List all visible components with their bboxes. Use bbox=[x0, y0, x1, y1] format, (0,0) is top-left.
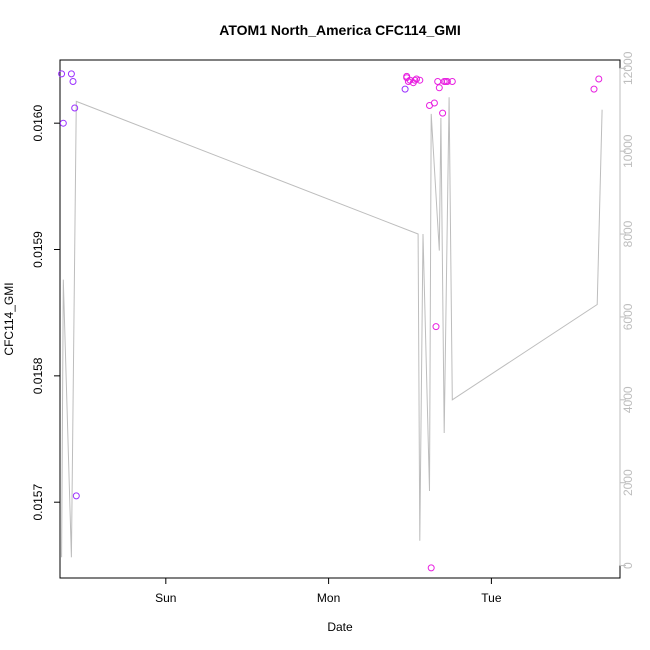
y2-tick-label: 0 bbox=[621, 562, 635, 569]
data-point bbox=[443, 78, 451, 85]
y2-tick-label: 2000 bbox=[621, 469, 635, 496]
chart-title: ATOM1 North_America CFC114_GMI bbox=[219, 22, 460, 38]
data-point bbox=[58, 70, 66, 78]
y2-tick-label: 6000 bbox=[621, 303, 635, 330]
y-axis: 0.0157 0.0158 0.0159 0.0160 bbox=[31, 105, 60, 521]
x-axis: Sun Mon Tue bbox=[155, 578, 502, 605]
y2-axis-right: 0 2000 4000 6000 8000 10000 12000 bbox=[619, 51, 635, 569]
data-point bbox=[427, 564, 435, 572]
x-tick-label: Tue bbox=[481, 591, 502, 605]
data-point bbox=[590, 85, 598, 93]
x-axis-label: Date bbox=[327, 620, 353, 634]
y2-tick-label: 8000 bbox=[621, 220, 635, 247]
data-point bbox=[71, 104, 79, 112]
data-point bbox=[59, 119, 67, 127]
points-layer bbox=[58, 70, 603, 572]
data-point bbox=[413, 75, 420, 83]
data-point bbox=[430, 99, 438, 107]
data-point bbox=[72, 492, 80, 500]
y2-tick-label: 4000 bbox=[621, 386, 635, 413]
data-point bbox=[439, 109, 447, 117]
data-point bbox=[448, 78, 456, 85]
data-point bbox=[69, 78, 77, 85]
data-point bbox=[416, 76, 424, 84]
y-tick-label: 0.0160 bbox=[31, 105, 45, 142]
data-point bbox=[435, 84, 443, 92]
y-tick-label: 0.0158 bbox=[31, 357, 45, 394]
y-tick-label: 0.0159 bbox=[31, 231, 45, 268]
data-point bbox=[401, 85, 409, 93]
y-axis-label: CFC114_GMI bbox=[2, 282, 16, 355]
y-tick-label: 0.0157 bbox=[31, 484, 45, 521]
data-point bbox=[411, 76, 419, 84]
data-point bbox=[404, 78, 412, 85]
y2-tick-label: 12000 bbox=[621, 51, 635, 85]
y2-tick-label: 10000 bbox=[621, 134, 635, 168]
x-tick-label: Sun bbox=[155, 591, 176, 605]
series-line-layer bbox=[61, 97, 603, 558]
data-point bbox=[67, 70, 75, 78]
data-point bbox=[595, 75, 603, 83]
x-tick-label: Mon bbox=[317, 591, 340, 605]
series-line bbox=[61, 97, 603, 558]
data-point bbox=[432, 323, 440, 331]
